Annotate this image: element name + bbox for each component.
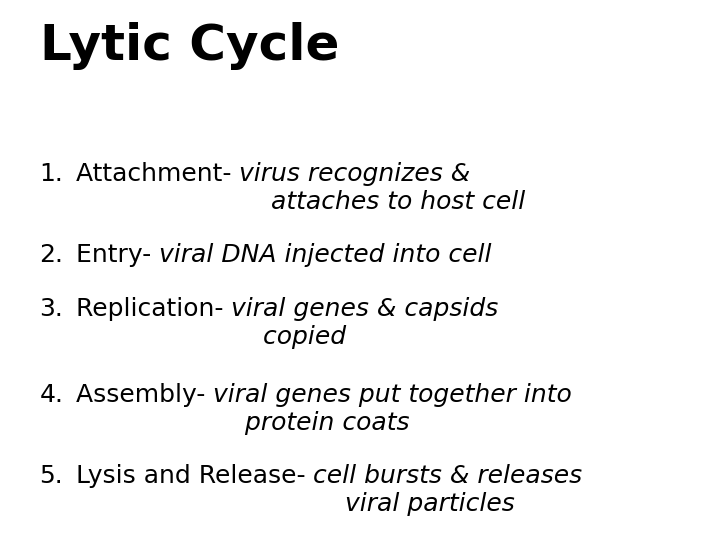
Text: 1.: 1. xyxy=(40,162,63,186)
Text: 4.: 4. xyxy=(40,383,63,407)
Text: 5.: 5. xyxy=(40,464,63,488)
Text: virus recognizes &
    attaches to host cell: virus recognizes & attaches to host cell xyxy=(239,162,526,214)
Text: Assembly-: Assembly- xyxy=(76,383,213,407)
Text: cell bursts & releases
    viral particles: cell bursts & releases viral particles xyxy=(313,464,582,516)
Text: 3.: 3. xyxy=(40,297,63,321)
Text: Lytic Cycle: Lytic Cycle xyxy=(40,22,339,70)
Text: viral DNA injected into cell: viral DNA injected into cell xyxy=(159,243,491,267)
Text: Replication-: Replication- xyxy=(76,297,231,321)
Text: Attachment-: Attachment- xyxy=(76,162,239,186)
Text: 2.: 2. xyxy=(40,243,63,267)
Text: Lysis and Release-: Lysis and Release- xyxy=(76,464,313,488)
Text: viral genes & capsids
    copied: viral genes & capsids copied xyxy=(231,297,498,349)
Text: Entry-: Entry- xyxy=(76,243,159,267)
Text: viral genes put together into
    protein coats: viral genes put together into protein co… xyxy=(213,383,572,435)
